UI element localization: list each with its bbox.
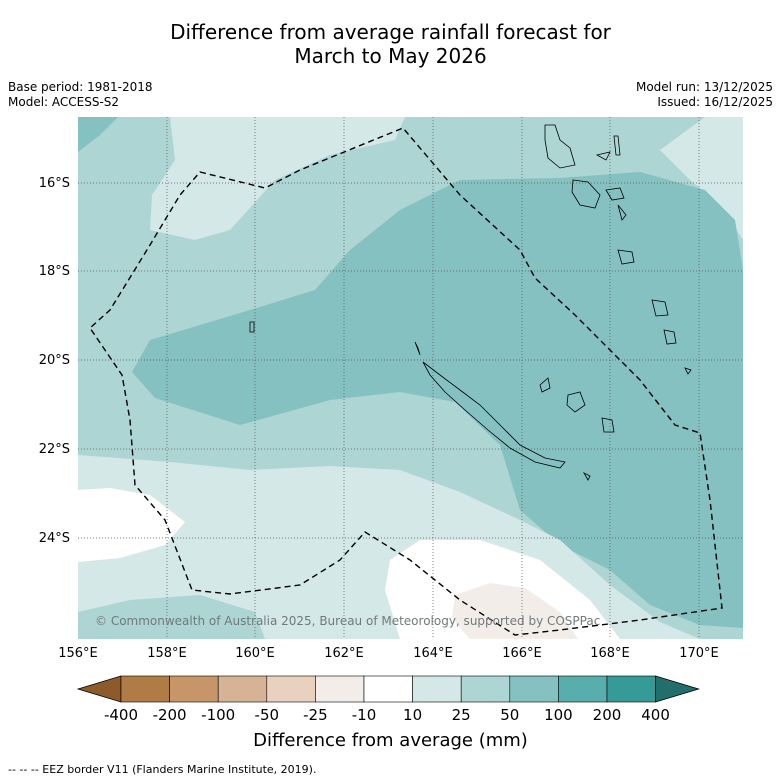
- base-period: Base period: 1981-2018: [8, 80, 153, 94]
- efate-island: [617, 249, 635, 265]
- tanna-island: [663, 329, 677, 345]
- colorbar-segment: [606, 675, 656, 703]
- colorbar-tick-label: 25: [451, 706, 471, 724]
- model-run: Model run: 13/12/2025: [635, 80, 773, 94]
- colorbar-tick-label: -10: [351, 706, 377, 724]
- colorbar-segment: [363, 675, 413, 703]
- lon-label-160e: 160°E: [235, 646, 275, 661]
- lat-label-22s: 22°S: [38, 442, 70, 457]
- contour-fields: [78, 117, 743, 639]
- colorbar-tick-label: 50: [500, 706, 520, 724]
- field-dry-patch: [452, 583, 578, 639]
- meta-left: Base period: 1981-2018 Model: ACCESS-S2: [8, 80, 153, 110]
- colorbar-tick-label: -25: [303, 706, 328, 724]
- ouvea-island: [539, 377, 551, 393]
- graticule: [78, 117, 743, 639]
- colorbar-segment: [460, 675, 511, 703]
- new-caledonia-island: [422, 361, 566, 469]
- lon-label-162e: 162°E: [324, 646, 364, 661]
- title-line-1: Difference from average rainfall forecas…: [170, 20, 611, 44]
- field-10-25-ne: [660, 117, 743, 240]
- colorbar-segment: [217, 675, 268, 703]
- lat-label-18s: 18°S: [38, 264, 70, 279]
- eez-legend-footer: -- -- -- EEZ border V11 (Flanders Marine…: [8, 763, 317, 776]
- field-10-25-north: [150, 117, 405, 240]
- isle-of-pines-icon: [582, 472, 591, 481]
- colorbar-segment: [558, 675, 608, 703]
- eez-border: [89, 127, 723, 636]
- aneityum-island: [684, 367, 692, 375]
- colorbar-tick-label: -100: [201, 706, 236, 724]
- erromango-island: [651, 299, 669, 317]
- issued-date: Issued: 16/12/2025: [657, 95, 773, 109]
- lon-label-164e: 164°E: [413, 646, 453, 661]
- chesterfield-island: [249, 321, 255, 333]
- colorbar: [76, 675, 700, 703]
- colorbar-segment: [169, 675, 219, 703]
- epi-island: [617, 204, 627, 221]
- map-title: Difference from average rainfall forecas…: [0, 20, 781, 68]
- colorbar-extend-low: [76, 675, 122, 703]
- colorbar-title: Difference from average (mm): [253, 730, 528, 751]
- model-name: Model: ACCESS-S2: [8, 95, 120, 109]
- ambrym-island: [605, 187, 625, 201]
- colorbar-tick-label: -50: [254, 706, 280, 724]
- field-neutral-west: [78, 488, 185, 562]
- pentecost-island: [613, 135, 621, 156]
- lat-label-16s: 16°S: [38, 176, 70, 191]
- lat-label-20s: 20°S: [38, 353, 70, 368]
- colorbar-segment: [509, 675, 559, 703]
- colorbar-segment: [120, 675, 170, 703]
- field-50-100-main: [132, 172, 743, 628]
- field-50-100-corner: [78, 117, 118, 152]
- colorbar-tick-label: -400: [103, 706, 139, 724]
- meta-right: Model run: 13/12/2025 Issued: 16/12/2025: [636, 80, 773, 110]
- title-line-2: March to May 2026: [294, 44, 487, 68]
- espiritu-santo-island: [544, 124, 576, 169]
- colorbar-tick-label: 10: [403, 706, 423, 724]
- lon-label-158e: 158°E: [147, 646, 187, 661]
- copyright-notice: © Commonwealth of Australia 2025, Bureau…: [95, 614, 601, 628]
- colorbar-segment: [266, 675, 316, 703]
- islands: [249, 124, 692, 481]
- maewo-island: [595, 151, 611, 161]
- colorbar-segment: [412, 675, 462, 703]
- lifou-island: [566, 391, 586, 413]
- belep-island: [414, 341, 421, 356]
- mare-island: [601, 417, 615, 433]
- lon-label-166e: 166°E: [502, 646, 542, 661]
- colorbar-extend-high: [655, 675, 700, 703]
- lon-label-156e: 156°E: [58, 646, 98, 661]
- colorbar-tick-label: 400: [641, 706, 670, 724]
- field-25-50-sw: [78, 595, 265, 639]
- colorbar-tick-label: 100: [544, 706, 573, 724]
- colorbar-tick-label: -200: [152, 706, 187, 724]
- lon-label-170e: 170°E: [679, 646, 719, 661]
- colorbar-tick-label: 200: [592, 706, 622, 724]
- lon-label-168e: 168°E: [590, 646, 630, 661]
- malekula-island: [571, 179, 601, 209]
- lat-label-24s: 24°S: [38, 531, 70, 546]
- colorbar-segment: [315, 675, 365, 703]
